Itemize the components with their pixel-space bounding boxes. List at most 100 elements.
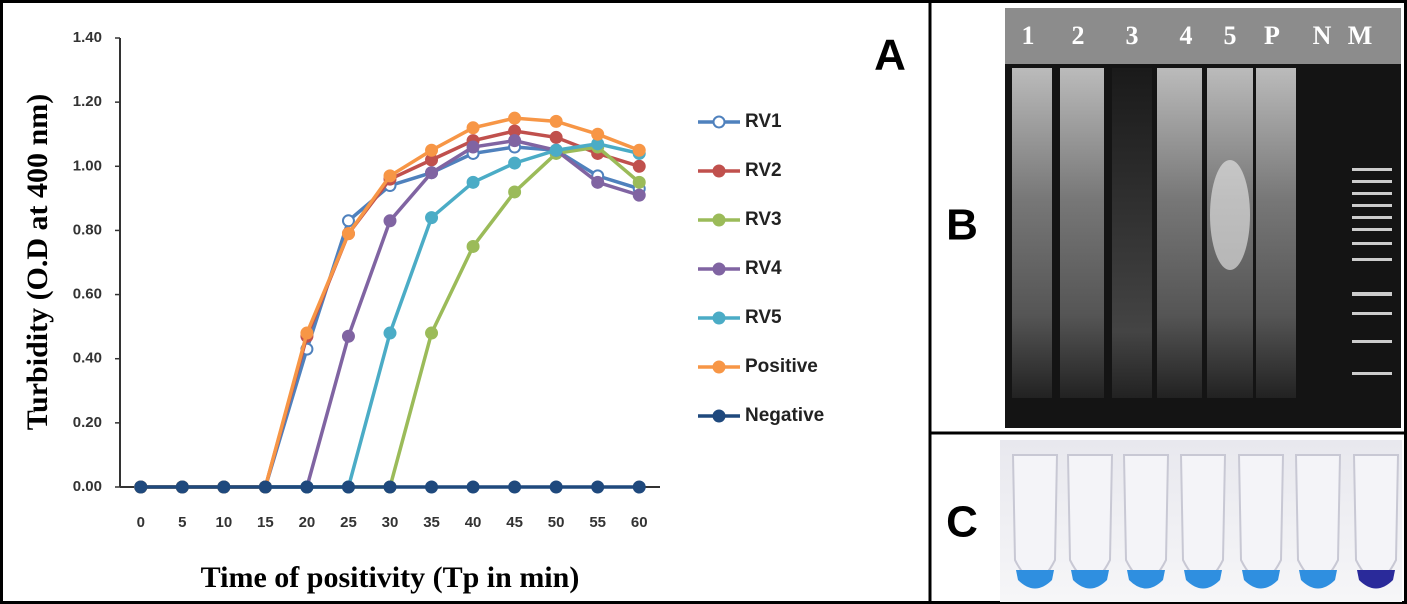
legend-marker bbox=[712, 311, 726, 325]
legend-marker bbox=[712, 409, 726, 423]
tube-liquid bbox=[1071, 570, 1109, 589]
data-point bbox=[632, 159, 646, 173]
tube bbox=[1122, 454, 1170, 581]
data-point bbox=[508, 111, 522, 125]
data-point bbox=[341, 329, 355, 343]
legend-label: RV5 bbox=[745, 307, 782, 328]
data-point bbox=[508, 156, 522, 170]
data-point bbox=[591, 480, 605, 494]
data-point bbox=[466, 121, 480, 135]
lane-label: 5 bbox=[1224, 21, 1237, 50]
data-point bbox=[217, 480, 231, 494]
data-point bbox=[383, 214, 397, 228]
data-point bbox=[341, 227, 355, 241]
data-point bbox=[300, 480, 314, 494]
legend-label: Positive bbox=[745, 356, 818, 377]
data-point bbox=[383, 169, 397, 183]
tube-liquid bbox=[1299, 570, 1337, 589]
series-line bbox=[140, 145, 641, 489]
legend-label: Negative bbox=[745, 405, 824, 426]
data-point bbox=[508, 185, 522, 199]
tube bbox=[1066, 454, 1114, 581]
data-point bbox=[632, 480, 646, 494]
y-tick-label: 0.60 bbox=[73, 286, 102, 303]
data-point bbox=[425, 166, 439, 180]
series-line bbox=[140, 142, 640, 489]
tube bbox=[1237, 454, 1285, 581]
data-point bbox=[258, 480, 272, 494]
tube bbox=[1294, 454, 1342, 581]
x-tick-label: 15 bbox=[257, 514, 274, 531]
data-point bbox=[425, 143, 439, 157]
x-tick-label: 60 bbox=[631, 514, 648, 531]
legend-label: RV1 bbox=[745, 111, 782, 132]
y-tick-label: 0.80 bbox=[73, 221, 102, 238]
panel-label: A bbox=[874, 31, 906, 80]
tube-liquid bbox=[1016, 570, 1054, 589]
x-tick-label: 25 bbox=[340, 514, 357, 531]
lane-label: 3 bbox=[1126, 21, 1139, 50]
x-tick-label: 10 bbox=[216, 514, 233, 531]
data-point bbox=[632, 175, 646, 189]
data-point bbox=[341, 480, 355, 494]
y-tick-label: 0.20 bbox=[73, 414, 102, 431]
data-point bbox=[383, 326, 397, 340]
data-point bbox=[549, 114, 563, 128]
data-point bbox=[383, 480, 397, 494]
tube-liquid bbox=[1242, 570, 1280, 589]
data-point bbox=[466, 140, 480, 154]
data-point bbox=[425, 326, 439, 340]
legend-marker bbox=[712, 360, 726, 374]
x-tick-label: 50 bbox=[548, 514, 565, 531]
legend-marker bbox=[712, 164, 726, 178]
lane-label: N bbox=[1313, 21, 1332, 50]
x-axis-title: Time of positivity (Tp in min) bbox=[201, 561, 580, 594]
x-tick-label: 20 bbox=[299, 514, 316, 531]
series-line bbox=[140, 145, 640, 489]
y-tick-label: 1.00 bbox=[73, 157, 102, 174]
legend-label: RV3 bbox=[745, 209, 782, 230]
lane-label: 4 bbox=[1180, 21, 1193, 50]
y-tick-label: 1.40 bbox=[73, 29, 102, 46]
data-point bbox=[466, 239, 480, 253]
data-point bbox=[549, 143, 563, 157]
data-point bbox=[591, 127, 605, 141]
legend-marker bbox=[712, 213, 726, 227]
legend-label: RV4 bbox=[745, 258, 782, 279]
x-tick-label: 55 bbox=[589, 514, 606, 531]
tube-image bbox=[1000, 440, 1402, 602]
panel-label: C bbox=[946, 498, 978, 547]
legend-label: RV2 bbox=[745, 160, 782, 181]
series-line bbox=[140, 138, 640, 489]
legend-marker bbox=[712, 115, 726, 129]
x-tick-label: 45 bbox=[506, 514, 523, 531]
y-tick-label: 0.40 bbox=[73, 350, 102, 367]
data-point bbox=[134, 480, 148, 494]
data-point bbox=[632, 188, 646, 202]
tube-liquid bbox=[1184, 570, 1222, 589]
tube bbox=[1011, 454, 1059, 581]
y-axis-title: Turbidity (O.D at 400 nm) bbox=[21, 94, 54, 430]
tube-liquid bbox=[1127, 570, 1165, 589]
y-tick-label: 0.00 bbox=[73, 478, 102, 495]
data-point bbox=[425, 480, 439, 494]
data-point bbox=[632, 143, 646, 157]
data-point bbox=[175, 480, 189, 494]
y-tick-label: 1.20 bbox=[73, 93, 102, 110]
lane-label: 2 bbox=[1072, 21, 1085, 50]
x-tick-label: 40 bbox=[465, 514, 482, 531]
lane-label: P bbox=[1264, 21, 1280, 50]
data-point bbox=[508, 134, 522, 148]
lane-label: M bbox=[1348, 21, 1373, 50]
panel-label: B bbox=[946, 201, 978, 250]
tube bbox=[1352, 454, 1400, 581]
gel-image bbox=[1005, 8, 1401, 428]
data-point bbox=[341, 214, 355, 228]
x-tick-label: 30 bbox=[382, 514, 399, 531]
data-point bbox=[466, 480, 480, 494]
tube-liquid bbox=[1357, 570, 1395, 589]
data-point bbox=[591, 175, 605, 189]
x-tick-label: 5 bbox=[178, 514, 186, 531]
